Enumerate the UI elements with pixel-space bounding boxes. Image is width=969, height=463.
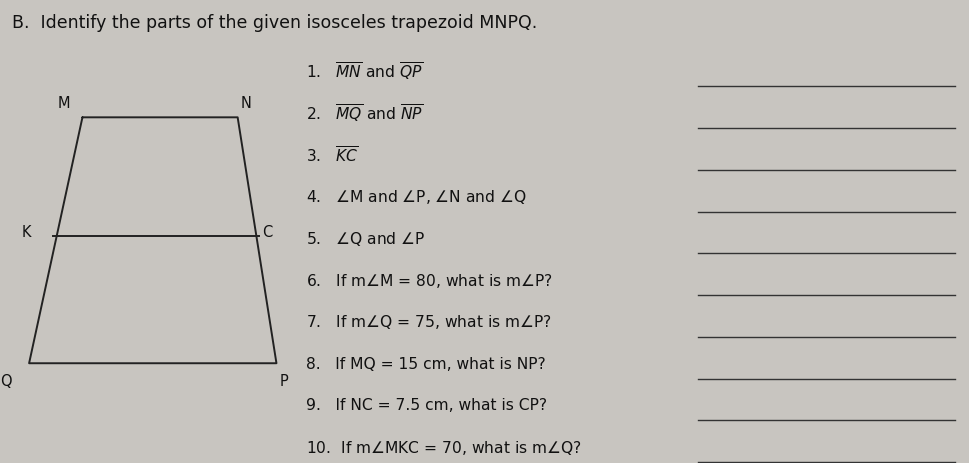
Text: 9.   If NC = 7.5 cm, what is CP?: 9. If NC = 7.5 cm, what is CP? xyxy=(305,398,547,413)
Text: B.  Identify the parts of the given isosceles trapezoid MNPQ.: B. Identify the parts of the given isosc… xyxy=(12,14,536,32)
Text: N: N xyxy=(240,96,251,111)
Text: C: C xyxy=(262,225,272,240)
Text: 7.   If m$\angle$Q = 75, what is m$\angle$P?: 7. If m$\angle$Q = 75, what is m$\angle$… xyxy=(305,313,551,331)
Text: 8.   If MQ = 15 cm, what is NP?: 8. If MQ = 15 cm, what is NP? xyxy=(305,356,545,371)
Text: M: M xyxy=(57,96,70,111)
Text: 10.  If m$\angle$MKC = 70, what is m$\angle$Q?: 10. If m$\angle$MKC = 70, what is m$\ang… xyxy=(305,438,580,456)
Text: 3.   $\overline{KC}$: 3. $\overline{KC}$ xyxy=(305,145,358,165)
Text: 2.   $\overline{MQ}$ and $\overline{NP}$: 2. $\overline{MQ}$ and $\overline{NP}$ xyxy=(305,102,422,125)
Text: K: K xyxy=(21,225,31,240)
Text: Q: Q xyxy=(0,373,12,388)
Text: 5.   $\angle$Q and $\angle$P: 5. $\angle$Q and $\angle$P xyxy=(305,230,424,247)
Text: 1.   $\overline{MN}$ and $\overline{QP}$: 1. $\overline{MN}$ and $\overline{QP}$ xyxy=(305,61,422,83)
Text: 6.   If m$\angle$M = 80, what is m$\angle$P?: 6. If m$\angle$M = 80, what is m$\angle$… xyxy=(305,271,552,289)
Text: P: P xyxy=(279,373,288,388)
Text: 4.   $\angle$M and $\angle$P, $\angle$N and $\angle$Q: 4. $\angle$M and $\angle$P, $\angle$N an… xyxy=(305,188,526,206)
